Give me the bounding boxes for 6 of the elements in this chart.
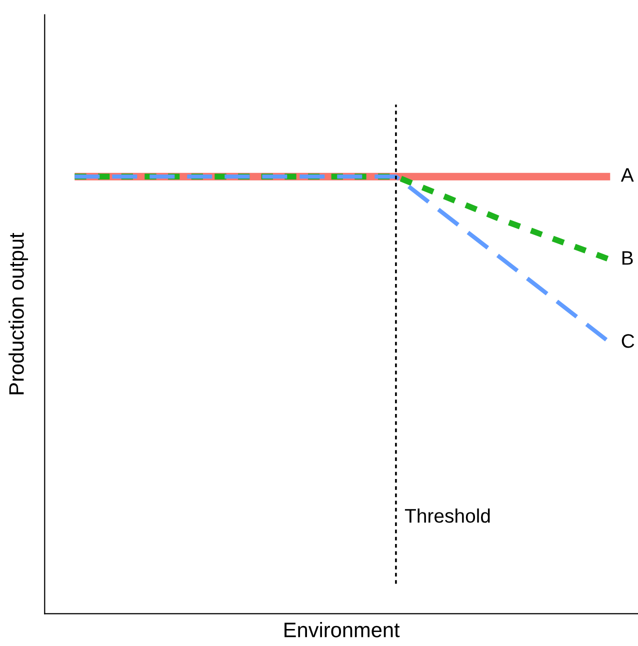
x-axis-title: Environment <box>284 622 400 638</box>
y-axis-title: Production output <box>8 232 28 394</box>
series-label: A <box>620 168 634 182</box>
series-label: C <box>622 334 634 348</box>
series-label: B <box>622 251 633 265</box>
annotation: Threshold <box>404 508 490 523</box>
